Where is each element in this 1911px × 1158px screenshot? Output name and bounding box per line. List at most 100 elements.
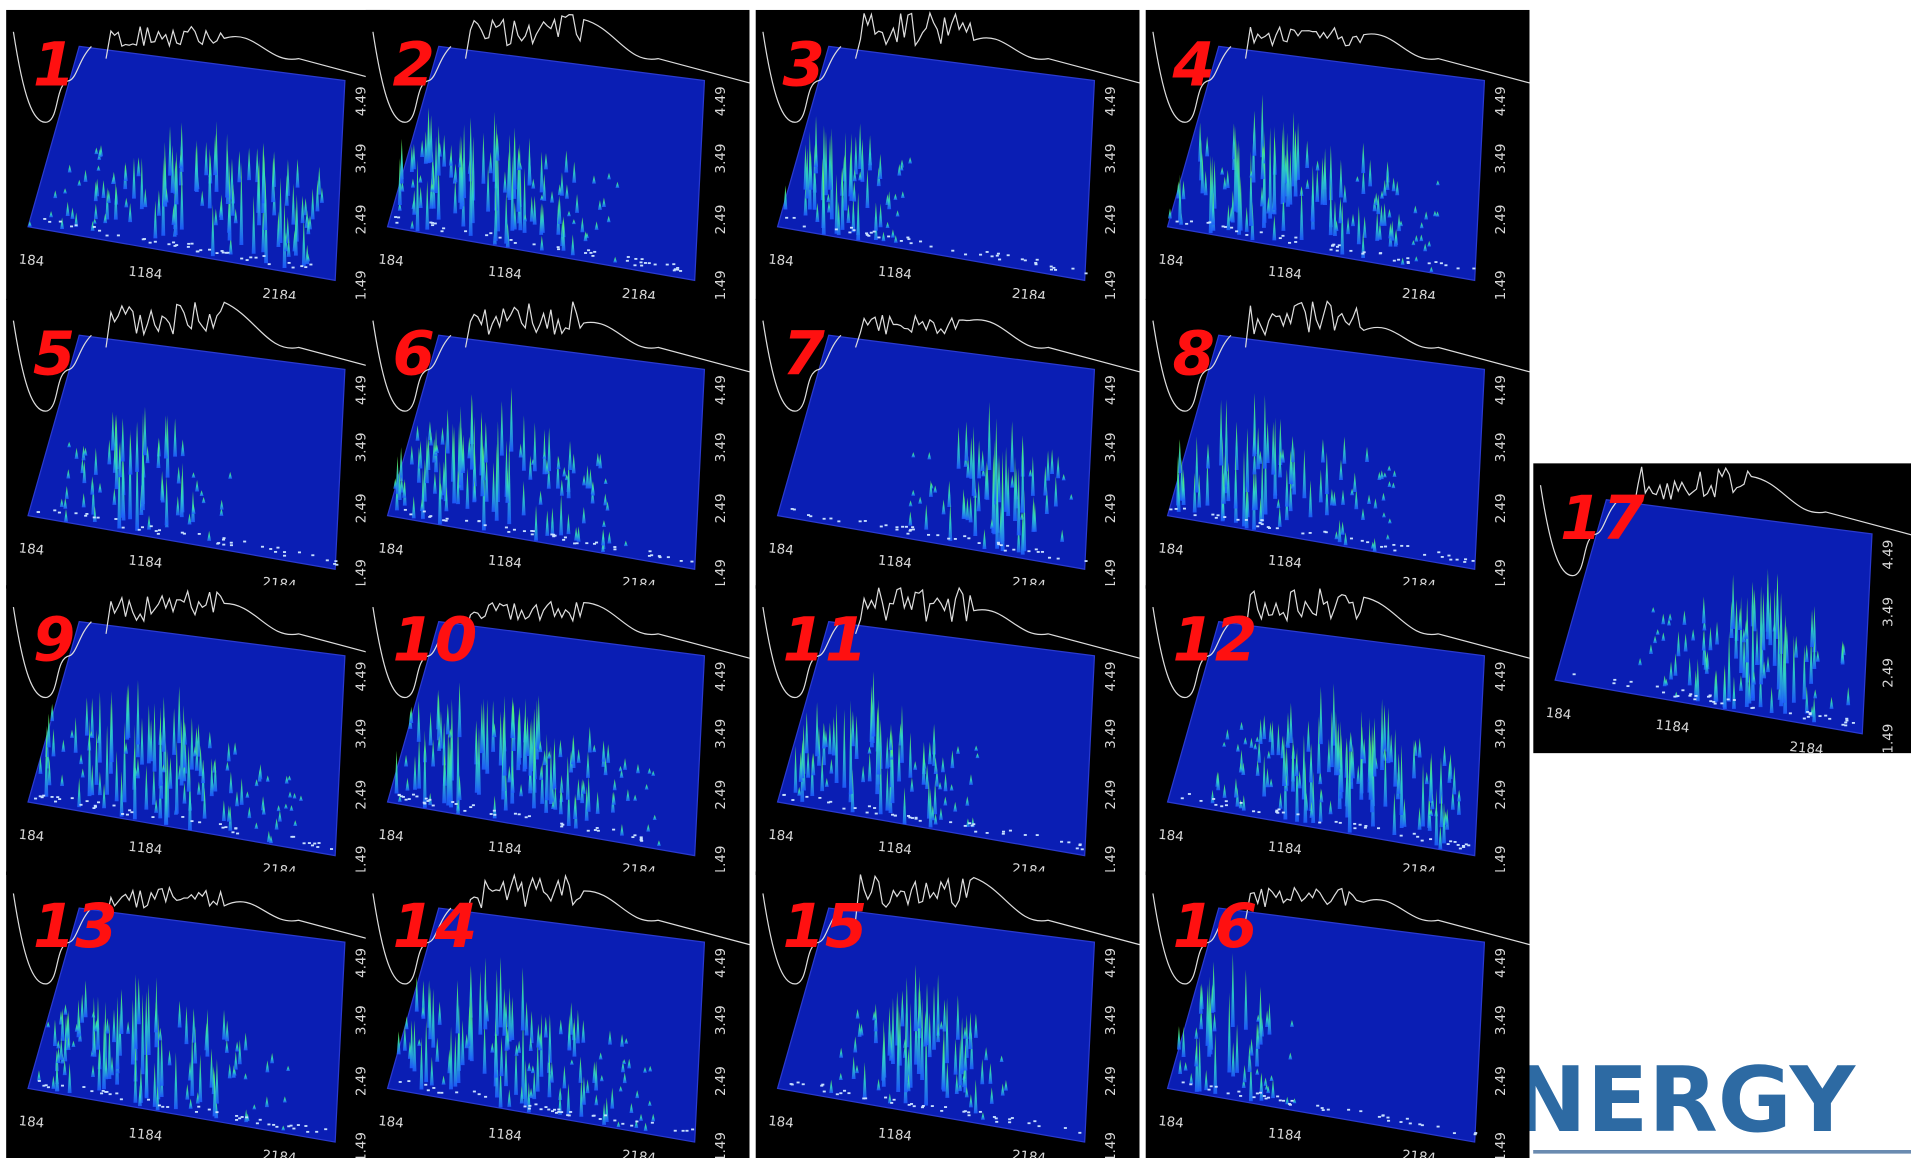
base-dot [46,1086,50,1089]
base-dot [1214,803,1218,806]
spike [571,219,576,225]
spike [1452,766,1457,795]
spike [422,458,427,502]
spike [1203,170,1208,196]
spike [212,1070,217,1117]
spike [1779,620,1784,707]
trace-top [1244,25,1530,84]
spike [797,786,802,796]
spike [1775,573,1780,639]
spike [580,778,585,804]
base-dot [633,264,637,267]
spike [976,480,981,512]
spike [547,750,552,759]
spike [188,1098,193,1109]
base-dot [877,236,881,239]
spike [137,1085,142,1107]
spike [469,394,474,470]
spike [181,705,186,768]
spike [164,187,169,203]
base-dot [74,224,78,227]
spike [547,1052,552,1098]
spike [570,234,575,256]
spike [834,174,839,234]
base-dot [1182,507,1187,510]
spike [933,485,938,493]
spike [299,795,303,801]
spike [652,814,657,820]
spike [969,1031,974,1070]
spike [436,125,441,176]
spike [516,150,521,212]
base-dot [217,542,221,544]
spike [1411,240,1416,246]
spike [146,983,151,1056]
base-dot [657,555,661,557]
spike [161,764,166,773]
spike [90,476,95,495]
base-dot [884,1096,888,1099]
spike [1315,168,1320,202]
base-dot [1720,702,1724,705]
spike [1032,501,1037,532]
spike [413,755,417,790]
spike [1284,774,1289,792]
spike [261,804,266,815]
spike [643,1067,647,1073]
base-dot [1440,556,1444,558]
base-dot [589,251,593,254]
spike [1809,637,1814,684]
spike [538,490,543,505]
spike [207,530,212,541]
base-dot [1006,544,1010,547]
base-dot [1326,1108,1330,1111]
x-tick-label: 1184 [487,553,522,571]
spike [1189,1072,1194,1085]
spike [60,1008,65,1041]
spike [1374,192,1379,206]
spike [191,472,196,478]
base-dot [522,530,526,533]
spike [878,748,883,815]
spike [1231,1042,1236,1077]
spike [478,971,483,1035]
spike [539,765,544,780]
spike [225,133,230,198]
spike [620,1033,624,1047]
spike [1253,468,1258,510]
spike [824,778,829,787]
spike [968,1094,973,1108]
spike [274,818,279,830]
y-tick-label: 1.49 [1882,724,1897,754]
spike [1222,784,1227,798]
base-dot [282,551,287,553]
spike [87,718,92,797]
spike [963,1026,967,1039]
spike [213,758,218,792]
spike [627,1058,632,1069]
spike [1221,472,1226,504]
spike [63,188,68,194]
spike [887,1093,892,1104]
base-dot [1008,1121,1012,1124]
base-dot [431,224,435,227]
spike [523,214,528,222]
base-dot [1436,1125,1440,1128]
spike [542,749,547,766]
base-dot [472,1090,476,1093]
base-dot [1361,252,1365,255]
spike [547,427,552,472]
base-dot [936,534,940,537]
base-dot [1362,251,1366,254]
spike [829,127,834,220]
base-dot [929,245,933,248]
base-dot [465,519,469,522]
spike [1661,632,1666,641]
base-dot [1047,556,1052,559]
spike [1391,177,1396,192]
spike [1241,1078,1246,1089]
spike [449,1026,453,1090]
